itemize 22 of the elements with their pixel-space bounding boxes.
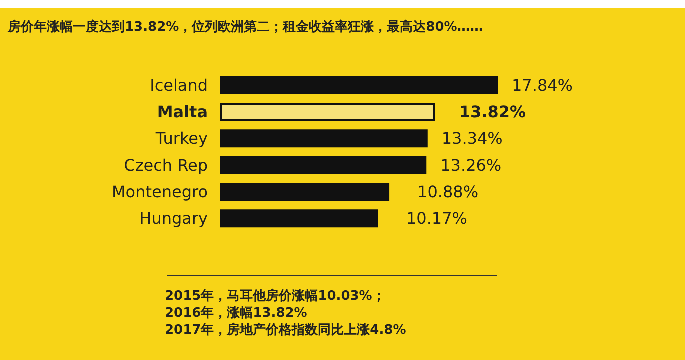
chart-title: 房价年涨幅一度达到13.82%，位列欧洲第二；租金收益率狂涨，最高达80%…… <box>8 18 484 36</box>
data-label: 17.84% <box>512 76 574 95</box>
data-label: 10.88% <box>418 182 479 202</box>
y-tick-label: Malta <box>157 102 208 122</box>
y-tick-label: Iceland <box>150 76 208 95</box>
data-label: 13.34% <box>442 129 503 148</box>
y-tick-label: Montenegro <box>112 182 208 202</box>
data-label: 13.82% <box>459 102 526 122</box>
text: 2015年，马耳他房价涨幅10.03%； <box>165 288 386 305</box>
bar <box>220 156 427 174</box>
bar <box>220 103 436 121</box>
bar <box>220 210 378 228</box>
y-tick-label: Czech Rep <box>124 156 208 175</box>
y-tick-label: Hungary <box>140 209 208 228</box>
bar <box>220 130 428 148</box>
data-label: 10.17% <box>406 209 468 228</box>
text: 2017年，房地产价格指数同比上涨4.8% <box>165 322 406 339</box>
bar <box>220 76 498 94</box>
bar <box>220 183 390 201</box>
data-label: 13.26% <box>440 156 502 175</box>
text: 2016年，涨幅13.82% <box>165 305 308 322</box>
y-tick-label: Turkey <box>154 129 208 148</box>
